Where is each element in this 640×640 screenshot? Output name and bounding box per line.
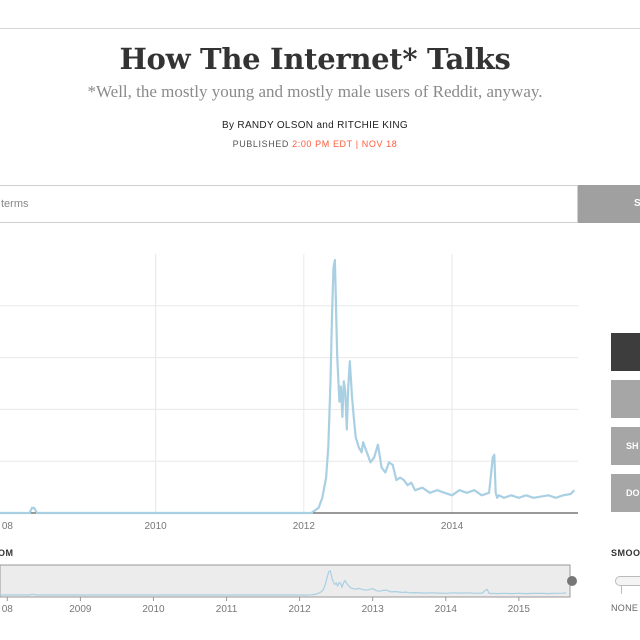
search-input[interactable] [0,186,577,222]
smoothing-tick [621,586,622,594]
series-line [0,258,576,515]
smoothing-label: SMOO [611,548,640,558]
author-link-1[interactable]: RANDY OLSON [237,120,314,131]
main-line-chart: 08 2010 2012 2014 [0,254,578,532]
zoom-brush [0,564,571,598]
byline-and: and [316,120,335,131]
overview-tick-label: 2010 [142,604,165,615]
side-button-share[interactable]: SH [611,427,640,465]
zoom-handle [567,576,577,586]
search-box [0,185,578,223]
top-rule [0,28,640,29]
side-button-1[interactable] [611,333,640,371]
author-link-2[interactable]: RITCHIE KING [337,120,408,131]
search-button[interactable]: S [578,185,640,223]
overview-tick-label: 2009 [69,604,92,615]
overview-tick-label: 2012 [288,604,311,615]
published-date: NOV 18 [361,139,398,149]
overview-tick-label: 2011 [216,604,238,615]
overview-series-line [0,570,567,596]
smoothing-slider[interactable] [615,576,640,586]
x-tick-label: 2012 [293,521,316,532]
published-line: PUBLISHED 2:00 PM EDT | NOV 18 [0,139,630,149]
smoothing-none-label: NONE [611,603,639,613]
x-tick-label: 08 [2,521,14,532]
side-button-download[interactable]: DO [611,474,640,512]
overview-tick-label: 2013 [362,604,385,615]
overview-tick-label: 2014 [435,604,458,615]
byline-prefix: By [222,120,235,131]
published-label: PUBLISHED [232,139,290,149]
byline: By RANDY OLSON and RITCHIE KING [0,120,630,131]
side-button-2[interactable] [611,380,640,418]
zoom-label: OM [0,548,14,558]
zoom-overview[interactable]: 08 2009 2010 2011 2012 2013 2014 2015 [0,562,580,640]
page-subtitle: *Well, the mostly young and mostly male … [87,82,543,101]
overview-tick-label: 2015 [508,604,531,615]
x-tick-label: 2010 [144,521,167,532]
published-time: 2:00 PM EDT [292,139,353,149]
published-separator: | [355,139,359,149]
page-title: How The Internet* Talks [119,42,511,76]
overview-tick-label: 08 [2,604,14,615]
x-tick-label: 2014 [441,521,464,532]
